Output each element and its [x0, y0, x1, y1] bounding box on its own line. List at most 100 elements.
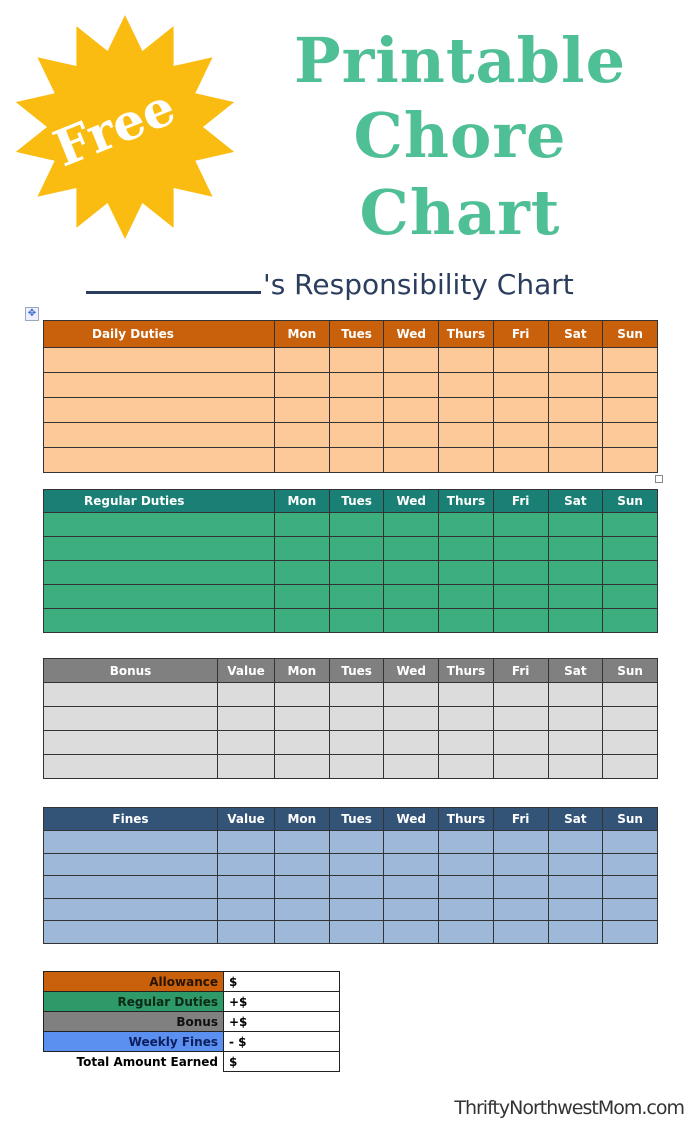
day-cell[interactable]	[547, 897, 604, 921]
day-cell[interactable]	[328, 584, 385, 609]
day-cell[interactable]	[274, 560, 330, 585]
day-cell[interactable]	[438, 706, 494, 731]
chore-cell[interactable]	[43, 422, 275, 448]
day-cell[interactable]	[383, 852, 440, 876]
day-cell[interactable]	[492, 584, 549, 609]
chore-cell[interactable]	[43, 830, 218, 854]
day-cell[interactable]	[547, 512, 604, 537]
day-cell[interactable]	[547, 372, 604, 398]
day-cell[interactable]	[274, 875, 330, 899]
day-cell[interactable]	[274, 730, 330, 755]
chore-cell[interactable]	[43, 706, 218, 731]
value-cell[interactable]	[217, 682, 275, 707]
day-cell[interactable]	[328, 830, 385, 854]
day-cell[interactable]	[274, 512, 330, 537]
table-resize-handle[interactable]	[655, 475, 663, 483]
day-cell[interactable]	[438, 852, 494, 876]
day-cell[interactable]	[328, 372, 385, 398]
day-cell[interactable]	[547, 422, 604, 448]
day-cell[interactable]	[547, 830, 604, 854]
day-cell[interactable]	[328, 560, 385, 585]
chore-cell[interactable]	[43, 920, 218, 944]
day-cell[interactable]	[274, 347, 330, 373]
day-cell[interactable]	[274, 682, 330, 707]
day-cell[interactable]	[274, 897, 330, 921]
value-cell[interactable]	[217, 830, 275, 854]
day-cell[interactable]	[602, 875, 658, 899]
day-cell[interactable]	[328, 754, 385, 779]
day-cell[interactable]	[438, 730, 494, 755]
day-cell[interactable]	[383, 512, 440, 537]
day-cell[interactable]	[547, 397, 604, 423]
day-cell[interactable]	[274, 397, 330, 423]
day-cell[interactable]	[438, 897, 494, 921]
day-cell[interactable]	[438, 608, 494, 633]
day-cell[interactable]	[438, 536, 494, 561]
day-cell[interactable]	[438, 875, 494, 899]
chore-cell[interactable]	[43, 397, 275, 423]
day-cell[interactable]	[492, 852, 549, 876]
day-cell[interactable]	[492, 920, 549, 944]
chore-cell[interactable]	[43, 447, 275, 473]
day-cell[interactable]	[492, 447, 549, 473]
day-cell[interactable]	[492, 730, 549, 755]
day-cell[interactable]	[492, 422, 549, 448]
value-cell[interactable]	[217, 754, 275, 779]
day-cell[interactable]	[547, 584, 604, 609]
day-cell[interactable]	[328, 347, 385, 373]
day-cell[interactable]	[547, 920, 604, 944]
summary-value-field[interactable]: $	[223, 971, 340, 992]
day-cell[interactable]	[328, 920, 385, 944]
day-cell[interactable]	[274, 447, 330, 473]
chore-cell[interactable]	[43, 897, 218, 921]
day-cell[interactable]	[274, 372, 330, 398]
day-cell[interactable]	[602, 397, 658, 423]
day-cell[interactable]	[602, 852, 658, 876]
day-cell[interactable]	[383, 347, 440, 373]
day-cell[interactable]	[328, 397, 385, 423]
chore-cell[interactable]	[43, 608, 275, 633]
day-cell[interactable]	[328, 608, 385, 633]
value-cell[interactable]	[217, 852, 275, 876]
day-cell[interactable]	[438, 682, 494, 707]
day-cell[interactable]	[328, 536, 385, 561]
day-cell[interactable]	[274, 830, 330, 854]
day-cell[interactable]	[492, 897, 549, 921]
day-cell[interactable]	[492, 682, 549, 707]
chore-cell[interactable]	[43, 584, 275, 609]
day-cell[interactable]	[383, 920, 440, 944]
day-cell[interactable]	[383, 372, 440, 398]
day-cell[interactable]	[602, 706, 658, 731]
day-cell[interactable]	[328, 852, 385, 876]
day-cell[interactable]	[383, 754, 440, 779]
day-cell[interactable]	[383, 560, 440, 585]
move-arrows-icon[interactable]: ✥	[25, 307, 39, 321]
day-cell[interactable]	[383, 447, 440, 473]
value-cell[interactable]	[217, 897, 275, 921]
day-cell[interactable]	[328, 875, 385, 899]
day-cell[interactable]	[602, 608, 658, 633]
day-cell[interactable]	[547, 730, 604, 755]
chore-cell[interactable]	[43, 347, 275, 373]
day-cell[interactable]	[438, 397, 494, 423]
day-cell[interactable]	[274, 920, 330, 944]
chore-cell[interactable]	[43, 512, 275, 537]
day-cell[interactable]	[438, 584, 494, 609]
day-cell[interactable]	[492, 830, 549, 854]
day-cell[interactable]	[602, 536, 658, 561]
day-cell[interactable]	[438, 754, 494, 779]
day-cell[interactable]	[328, 447, 385, 473]
day-cell[interactable]	[547, 754, 604, 779]
summary-value-field[interactable]: - $	[223, 1031, 340, 1052]
day-cell[interactable]	[383, 397, 440, 423]
day-cell[interactable]	[383, 584, 440, 609]
day-cell[interactable]	[547, 852, 604, 876]
day-cell[interactable]	[328, 422, 385, 448]
day-cell[interactable]	[492, 754, 549, 779]
day-cell[interactable]	[547, 608, 604, 633]
value-cell[interactable]	[217, 920, 275, 944]
day-cell[interactable]	[547, 706, 604, 731]
chore-cell[interactable]	[43, 852, 218, 876]
day-cell[interactable]	[547, 536, 604, 561]
day-cell[interactable]	[438, 560, 494, 585]
